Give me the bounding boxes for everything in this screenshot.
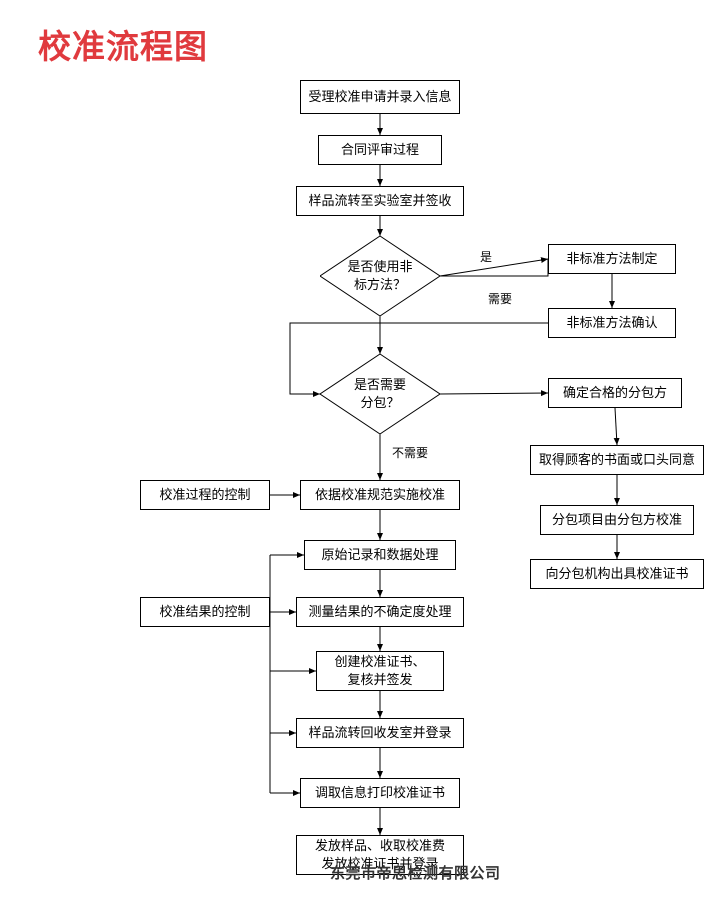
flow-node-n3: 样品流转至实验室并签收 — [296, 186, 464, 216]
flow-node-n5: 非标准方法确认 — [548, 308, 676, 338]
flow-node-n10: 依据校准规范实施校准 — [300, 480, 460, 510]
edge-label: 需要 — [488, 290, 512, 307]
flow-node-n14: 样品流转回收发室并登录 — [296, 718, 464, 748]
flow-node-n10s: 校准过程的控制 — [140, 480, 270, 510]
page-title: 校准流程图 — [38, 20, 208, 68]
flow-node-n1: 受理校准申请并录入信息 — [300, 80, 460, 114]
flow-node-n4: 非标准方法制定 — [548, 244, 676, 274]
flow-node-n6: 确定合格的分包方 — [548, 378, 682, 408]
flow-decision-d2: 是否需要分包？ — [320, 354, 440, 434]
flow-node-n13: 创建校准证书、复核并签发 — [316, 651, 444, 691]
edge-label: 不需要 — [392, 444, 428, 461]
edge-label: 是 — [480, 248, 492, 265]
flow-node-n12s: 校准结果的控制 — [140, 597, 270, 627]
flow-node-n11: 原始记录和数据处理 — [304, 540, 456, 570]
flow-node-n8: 分包项目由分包方校准 — [540, 505, 694, 535]
flow-node-n9: 向分包机构出具校准证书 — [530, 559, 704, 589]
flowchart-canvas: 校准流程图 受理校准申请并录入信息合同评审过程样品流转至实验室并签收是否使用非标… — [0, 0, 728, 916]
flow-node-n12: 测量结果的不确定度处理 — [296, 597, 464, 627]
flow-node-n15: 调取信息打印校准证书 — [300, 778, 460, 808]
flow-node-n7: 取得顾客的书面或口头同意 — [530, 445, 704, 475]
watermark-text: 东莞市帝思检测有限公司 — [330, 862, 501, 883]
flow-decision-d1: 是否使用非标方法？ — [320, 236, 440, 316]
flow-node-n2: 合同评审过程 — [318, 135, 442, 165]
